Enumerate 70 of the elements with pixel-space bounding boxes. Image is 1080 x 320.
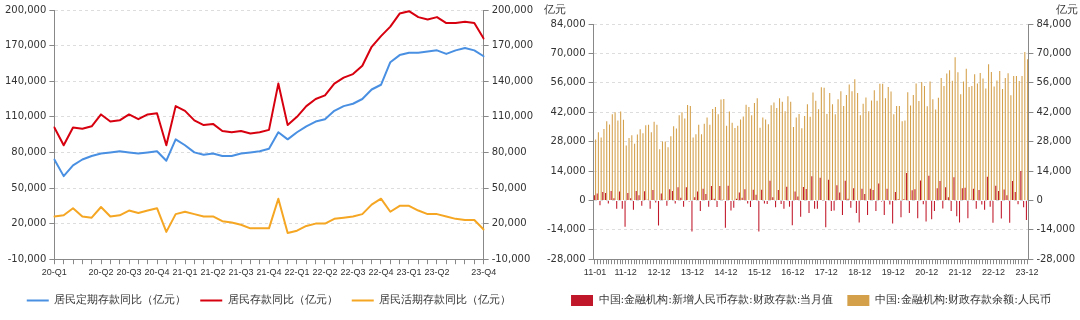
x-tick-label: 20-Q4 bbox=[144, 267, 170, 278]
legend-label: 居民活期存款同比（亿元） bbox=[379, 293, 512, 307]
x-tick-label: 19-12 bbox=[881, 267, 905, 278]
y2-tick-label: 50,000 bbox=[491, 181, 527, 193]
x-tick-label: 21-Q2 bbox=[200, 267, 226, 278]
legend-label: 中国:金融机构:财政存款余额:人民币 bbox=[874, 293, 1051, 307]
x-tick-label: 23-Q1 bbox=[396, 267, 422, 278]
y2-tick-label: -28,000 bbox=[1036, 252, 1076, 264]
y2-tick-label: 20,000 bbox=[491, 217, 527, 229]
y-tick-label: 70,000 bbox=[550, 46, 586, 58]
y2-tick-label: 70,000 bbox=[1036, 46, 1072, 58]
x-tick-label: 17-12 bbox=[814, 267, 838, 278]
y-tick-label: 0 bbox=[579, 193, 586, 205]
x-tick-label: 21-Q4 bbox=[256, 267, 282, 278]
x-tick-label: 22-Q1 bbox=[284, 267, 310, 278]
y2-tick-label: -14,000 bbox=[1036, 223, 1076, 235]
y-tick-label: 140,000 bbox=[4, 74, 47, 86]
y2-tick-label: 28,000 bbox=[1036, 135, 1072, 147]
y2-tick-label: 0 bbox=[1036, 193, 1043, 205]
x-tick-label: 11-12 bbox=[614, 267, 637, 278]
y-tick-label: -10,000 bbox=[7, 252, 47, 264]
y2-tick-label: 170,000 bbox=[491, 39, 534, 51]
x-tick-label: 15-12 bbox=[747, 267, 771, 278]
y-tick-label: 110,000 bbox=[4, 110, 47, 122]
y-tick-label: 20,000 bbox=[11, 217, 47, 229]
x-tick-label: 13-12 bbox=[681, 267, 705, 278]
y-tick-label: 170,000 bbox=[4, 39, 47, 51]
legend-label: 居民定期存款同比（亿元） bbox=[54, 293, 187, 307]
x-tick-label: 22-Q4 bbox=[368, 267, 394, 278]
x-tick-label: 21-Q1 bbox=[172, 267, 198, 278]
y-tick-label: 200,000 bbox=[4, 3, 47, 15]
x-tick-label: 20-Q2 bbox=[88, 267, 114, 278]
x-tick-label: 18-12 bbox=[848, 267, 872, 278]
legend-label: 中国:金融机构:新增人民币存款:财政存款:当月值 bbox=[598, 293, 834, 307]
x-tick-label: 12-12 bbox=[647, 267, 671, 278]
x-tick-label: 22-Q3 bbox=[340, 267, 366, 278]
legend-label: 居民存款同比（亿元） bbox=[227, 293, 338, 307]
y2-tick-label: 110,000 bbox=[491, 110, 534, 122]
y-tick-label: 84,000 bbox=[550, 17, 586, 29]
y-tick-label: 50,000 bbox=[11, 181, 47, 193]
y2-tick-label: 56,000 bbox=[1036, 76, 1072, 88]
x-tick-label: 23-Q4 bbox=[471, 267, 497, 278]
x-tick-label: 21-12 bbox=[948, 267, 972, 278]
y2-tick-label: 84,000 bbox=[1036, 17, 1072, 29]
y2-tick-label: 42,000 bbox=[1036, 105, 1072, 117]
y-axis-title: 亿元 bbox=[543, 3, 566, 17]
y2-tick-label: 200,000 bbox=[491, 3, 534, 15]
y2-tick-label: -10,000 bbox=[491, 252, 531, 264]
x-tick-label: 11-01 bbox=[583, 267, 607, 278]
y2-tick-label: 80,000 bbox=[491, 145, 527, 157]
x-tick-label: 20-Q3 bbox=[116, 267, 142, 278]
y-tick-label: 14,000 bbox=[550, 164, 586, 176]
x-tick-label: 14-12 bbox=[714, 267, 738, 278]
y-tick-label: 28,000 bbox=[550, 135, 586, 147]
y2-tick-label: 14,000 bbox=[1036, 164, 1072, 176]
y-tick-label: 80,000 bbox=[11, 145, 47, 157]
x-tick-label: 20-12 bbox=[915, 267, 939, 278]
y-tick-label: -28,000 bbox=[546, 252, 586, 264]
x-tick-label: 20-Q1 bbox=[41, 267, 67, 278]
x-tick-label: 16-12 bbox=[781, 267, 805, 278]
x-tick-label: 23-12 bbox=[1015, 267, 1039, 278]
x-tick-label: 22-Q2 bbox=[312, 267, 338, 278]
y2-tick-label: 140,000 bbox=[491, 74, 534, 86]
x-tick-label: 22-12 bbox=[982, 267, 1006, 278]
x-tick-label: 21-Q3 bbox=[228, 267, 254, 278]
y2-axis-title: 亿元 bbox=[1055, 3, 1078, 17]
x-tick-label: 23-Q2 bbox=[424, 267, 450, 278]
y-tick-label: -14,000 bbox=[546, 223, 586, 235]
y-tick-label: 56,000 bbox=[550, 76, 586, 88]
y-tick-label: 42,000 bbox=[550, 105, 586, 117]
